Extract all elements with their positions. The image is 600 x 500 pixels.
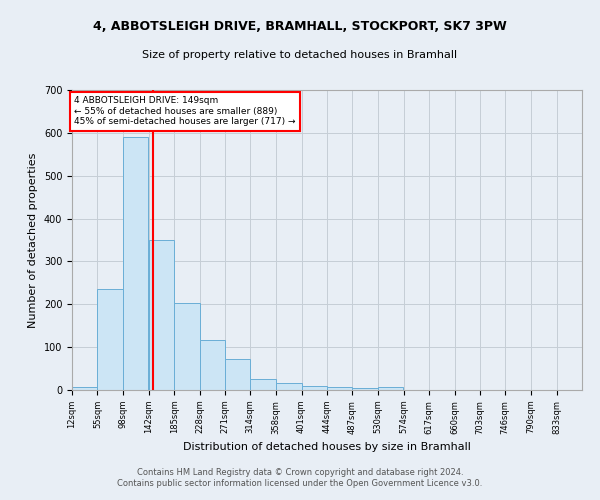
Text: Size of property relative to detached houses in Bramhall: Size of property relative to detached ho… [142,50,458,60]
Bar [97,290,123,390]
Bar [276,383,302,390]
Bar [352,388,378,390]
Bar [250,380,275,390]
Bar [225,358,250,390]
Text: 4, ABBOTSLEIGH DRIVE, BRAMHALL, STOCKPORT, SK7 3PW: 4, ABBOTSLEIGH DRIVE, BRAMHALL, STOCKPOR… [93,20,507,33]
Y-axis label: Number of detached properties: Number of detached properties [28,152,38,328]
Bar [123,137,148,390]
Bar [199,340,225,390]
Text: 4 ABBOTSLEIGH DRIVE: 149sqm
← 55% of detached houses are smaller (889)
45% of se: 4 ABBOTSLEIGH DRIVE: 149sqm ← 55% of det… [74,96,296,126]
Bar [327,387,352,390]
Bar [302,386,327,390]
Bar [149,240,174,390]
Text: Contains HM Land Registry data © Crown copyright and database right 2024.
Contai: Contains HM Land Registry data © Crown c… [118,468,482,487]
Bar [72,386,97,390]
Bar [174,303,199,390]
X-axis label: Distribution of detached houses by size in Bramhall: Distribution of detached houses by size … [183,442,471,452]
Bar [378,386,403,390]
